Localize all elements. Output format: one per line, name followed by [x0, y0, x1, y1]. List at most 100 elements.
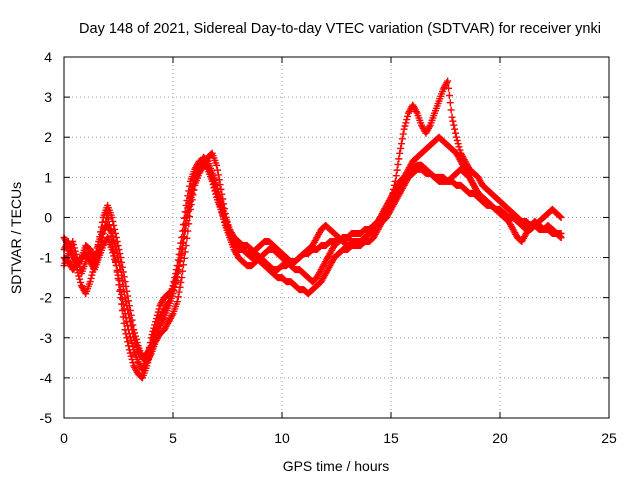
data-point-marker — [86, 278, 94, 286]
data-point-marker — [116, 281, 124, 289]
data-point-marker — [169, 286, 177, 294]
data-point-marker — [215, 199, 223, 207]
data-point-marker — [402, 119, 410, 127]
data-point-marker — [181, 208, 189, 216]
data-point-marker — [183, 217, 191, 225]
data-point-marker — [209, 177, 217, 185]
data-point-marker — [179, 244, 187, 252]
data-point-marker — [185, 207, 193, 215]
data-point-marker — [186, 182, 194, 190]
y-tick-label: -5 — [40, 410, 53, 426]
data-point-marker — [188, 189, 196, 197]
data-point-marker — [107, 228, 115, 236]
data-point-marker — [178, 250, 186, 258]
data-point-marker — [176, 258, 184, 266]
y-tick-label: -1 — [40, 250, 53, 266]
data-point-marker — [152, 315, 160, 323]
data-point-marker — [393, 166, 401, 174]
data-point-marker — [170, 282, 178, 290]
data-point-marker — [164, 299, 172, 307]
data-point-marker — [450, 121, 458, 129]
data-point-marker — [92, 247, 100, 255]
data-point-marker — [211, 183, 219, 191]
data-point-marker — [124, 322, 132, 330]
data-point-marker — [177, 254, 185, 262]
data-point-marker — [153, 311, 161, 319]
data-point-marker — [394, 160, 402, 168]
data-point-marker — [556, 233, 564, 241]
y-axis-label: SDTVAR / TECUs — [8, 182, 24, 294]
data-point-marker — [76, 275, 84, 283]
data-point-marker — [216, 202, 224, 210]
data-point-marker — [452, 133, 460, 141]
x-tick-label: 5 — [169, 430, 177, 446]
y-tick-label: -3 — [40, 330, 53, 346]
data-point-marker — [175, 262, 183, 270]
data-point-marker — [108, 213, 116, 221]
data-point-marker — [425, 123, 433, 131]
data-point-marker — [109, 249, 117, 257]
data-point-marker — [125, 330, 133, 338]
data-point-marker — [70, 241, 78, 249]
data-point-marker — [214, 196, 222, 204]
data-point-marker — [181, 248, 189, 256]
y-tick-label: 2 — [44, 129, 52, 145]
data-point-marker — [124, 338, 132, 346]
data-point-marker — [146, 339, 154, 347]
data-point-marker — [218, 190, 226, 198]
x-tick-label: 0 — [60, 430, 68, 446]
data-point-marker — [123, 318, 131, 326]
data-point-marker — [142, 359, 150, 367]
data-point-marker — [155, 305, 163, 313]
data-point-marker — [179, 238, 187, 246]
data-point-marker — [182, 221, 190, 229]
data-point-marker — [111, 242, 119, 250]
data-point-marker — [184, 212, 192, 220]
data-point-marker — [183, 197, 191, 205]
data-point-marker — [451, 125, 459, 133]
data-point-marker — [94, 241, 102, 249]
data-point-marker — [179, 267, 187, 275]
data-point-marker — [557, 213, 565, 221]
y-tick-label: 1 — [44, 169, 52, 185]
data-point-marker — [181, 227, 189, 235]
data-point-marker — [118, 295, 126, 303]
data-point-marker — [396, 149, 404, 157]
data-point-marker — [398, 135, 406, 143]
data-point-marker — [125, 326, 133, 334]
data-point-marker — [179, 261, 187, 269]
x-tick-label: 10 — [274, 430, 290, 446]
data-point-marker — [145, 343, 153, 351]
data-point-marker — [557, 234, 565, 241]
data-point-marker — [114, 254, 122, 262]
data-point-marker — [456, 146, 464, 154]
data-point-marker — [172, 276, 180, 284]
data-point-marker — [108, 246, 116, 254]
data-point-marker — [404, 112, 412, 120]
data-point-marker — [453, 136, 461, 144]
x-tick-label: 25 — [601, 430, 617, 446]
data-point-marker — [143, 358, 151, 366]
data-point-marker — [412, 108, 420, 116]
data-point-marker — [401, 122, 409, 130]
data-point-marker — [154, 308, 162, 316]
y-tick-label: -4 — [40, 370, 53, 386]
data-point-marker — [110, 221, 118, 229]
data-point-marker — [77, 278, 85, 286]
data-point-marker — [114, 271, 122, 279]
data-point-marker — [117, 266, 125, 274]
y-tick-label: 0 — [44, 209, 52, 225]
data-point-marker — [173, 270, 181, 278]
data-point-marker — [151, 321, 159, 329]
data-point-marker — [129, 343, 137, 351]
data-point-marker — [88, 271, 96, 279]
data-point-marker — [147, 334, 155, 342]
x-tick-label: 15 — [383, 430, 399, 446]
plot-frame — [63, 56, 610, 419]
data-point-marker — [210, 180, 218, 188]
data-point-marker — [215, 176, 223, 184]
data-point-marker — [126, 349, 134, 357]
data-point-marker — [128, 339, 136, 347]
